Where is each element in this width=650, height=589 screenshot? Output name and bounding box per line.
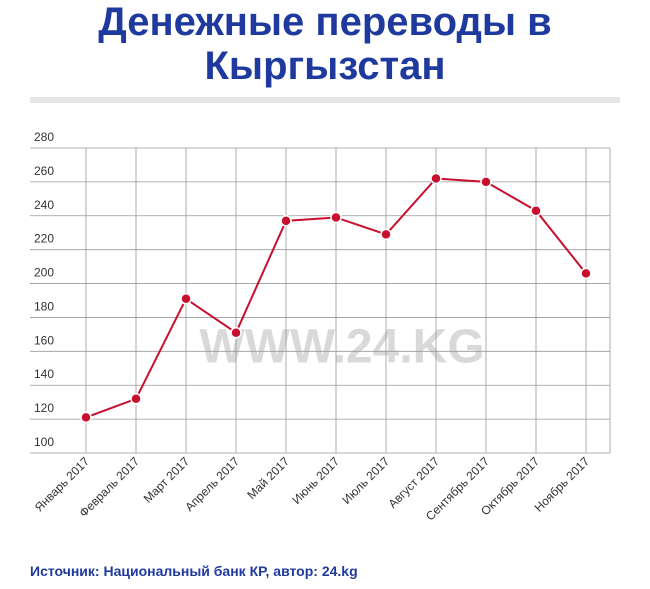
chart: WWW.24.KG 100 120 140 160 180 200 220 240 260 280… [30,130,611,523]
y-tick-label: 200 [34,266,54,280]
x-tick-label: Март 2017 [141,454,193,506]
marker [430,172,442,185]
x-tick-label: Июнь 2017 [289,454,342,507]
x-tick-label: Апрель 2017 [182,454,242,514]
marker [530,204,542,217]
y-tick-label: 280 [34,130,54,144]
marker [130,393,142,405]
marker [230,326,242,339]
y-tick-label: 240 [34,198,54,212]
source: Источник: Национальный банк КР, автор: 2… [30,563,358,579]
title-rule [30,97,620,103]
marker [280,215,292,227]
marker [380,228,392,241]
y-tick-label: 100 [34,435,54,449]
marker [480,176,492,188]
y-tick-label: 160 [34,333,54,347]
y-tick-label: 220 [34,232,54,246]
y-tick-label: 180 [34,299,54,313]
chart-title: Денежные переводы в Кыргызстан [98,0,552,88]
y-tick-label: 140 [34,367,54,381]
x-tick-label: Май 2017 [244,454,292,502]
marker [330,211,342,224]
x-tick-label: Июль 2017 [339,454,392,507]
y-tick-label: 120 [34,401,54,415]
marker [580,267,592,280]
marker [180,293,192,305]
y-tick-label: 260 [34,164,54,178]
watermark: WWW.24.KG [199,321,484,374]
marker [80,411,92,424]
